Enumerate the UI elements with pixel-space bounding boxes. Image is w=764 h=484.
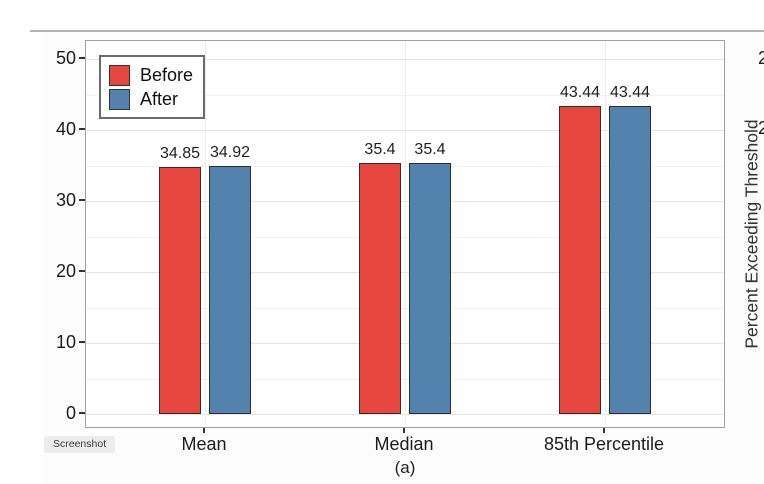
y-tick-label: 0 bbox=[65, 403, 76, 423]
x-tick-mark bbox=[403, 428, 405, 433]
side-panel-y-axis-title: Percent Exceeding Threshold bbox=[741, 119, 762, 349]
legend: Before After bbox=[99, 55, 206, 119]
side-panel-tick-fragment: 2 bbox=[758, 48, 764, 68]
bar-value-label: 35.4 bbox=[364, 140, 396, 158]
y-tick-label: 10 bbox=[55, 332, 76, 352]
bar-after-mean bbox=[209, 166, 251, 414]
y-tick-mark bbox=[79, 57, 85, 59]
y-tick-mark bbox=[79, 341, 85, 343]
bar-value-label: 34.92 bbox=[209, 144, 251, 162]
y-tick-mark bbox=[79, 199, 85, 201]
x-tick-mark bbox=[603, 428, 605, 433]
side-panel-tick-fragment: 2 bbox=[758, 118, 764, 138]
panel-caption: (a) bbox=[394, 458, 416, 477]
x-tick-mark bbox=[203, 428, 205, 433]
bar-before-85th-percentile bbox=[559, 105, 601, 414]
x-category-label: Median bbox=[374, 434, 434, 454]
bar-value-label: 43.44 bbox=[559, 83, 601, 101]
x-category-label: Mean bbox=[181, 434, 227, 454]
figure-top-border bbox=[30, 30, 764, 32]
bar-after-median bbox=[409, 162, 451, 414]
bar-after-85th-percentile bbox=[609, 105, 651, 414]
legend-entry-after: After bbox=[109, 87, 193, 111]
y-tick-label: 40 bbox=[55, 119, 76, 139]
y-tick-label: 30 bbox=[55, 190, 76, 210]
y-tick-mark bbox=[79, 412, 85, 414]
vertical-gridline bbox=[205, 41, 206, 427]
x-category-label: 85th Percentile bbox=[543, 434, 665, 454]
screenshot-chip: Screenshot bbox=[44, 436, 116, 453]
vertical-gridline bbox=[405, 41, 406, 427]
y-tick-label: 20 bbox=[55, 261, 76, 281]
y-tick-label: 50 bbox=[55, 48, 76, 68]
legend-swatch-after bbox=[109, 88, 130, 110]
bar-value-label: 43.44 bbox=[609, 83, 651, 101]
legend-label-after: After bbox=[140, 89, 179, 109]
vertical-gridline bbox=[605, 41, 606, 427]
plot-panel: 34.85 35.4 43.44 34.92 35.4 43.44 bbox=[85, 40, 725, 428]
legend-label-before: Before bbox=[140, 65, 194, 85]
bar-value-label: 34.85 bbox=[159, 144, 201, 162]
y-tick-mark bbox=[79, 270, 85, 272]
bar-value-label: 35.4 bbox=[414, 140, 446, 158]
bar-before-mean bbox=[159, 166, 201, 414]
legend-swatch-before bbox=[109, 64, 130, 86]
y-tick-mark bbox=[79, 128, 85, 130]
bar-before-median bbox=[359, 162, 401, 414]
legend-entry-before: Before bbox=[109, 63, 193, 87]
